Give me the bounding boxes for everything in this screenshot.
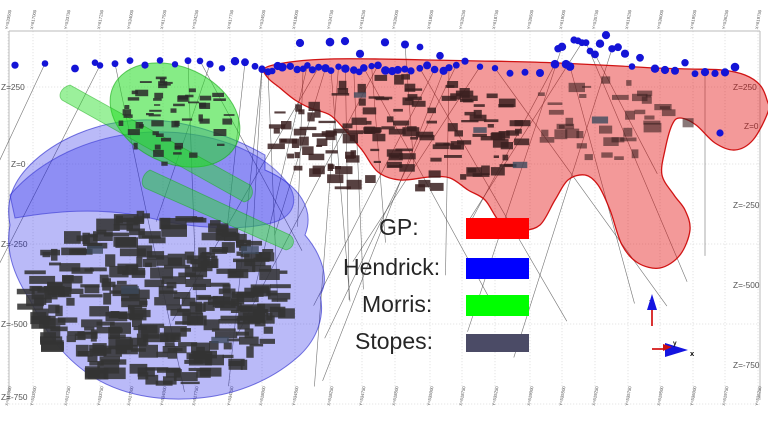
svg-text:Z=0: Z=0 [11, 159, 26, 169]
svg-text:Hendrick:: Hendrick: [343, 254, 440, 280]
svg-text:Morris:: Morris: [362, 291, 432, 317]
svg-text:Z=-250: Z=-250 [733, 200, 760, 210]
svg-text:Z=-500: Z=-500 [1, 319, 28, 329]
svg-text:Z=-500: Z=-500 [733, 280, 760, 290]
svg-text:Stopes:: Stopes: [355, 328, 433, 354]
svg-text:GP:: GP: [379, 214, 419, 240]
svg-text:Z=250: Z=250 [1, 82, 25, 92]
svg-text:Z=-750: Z=-750 [1, 392, 28, 402]
svg-text:y: y [673, 340, 677, 347]
svg-text:Z=-750: Z=-750 [733, 360, 760, 370]
